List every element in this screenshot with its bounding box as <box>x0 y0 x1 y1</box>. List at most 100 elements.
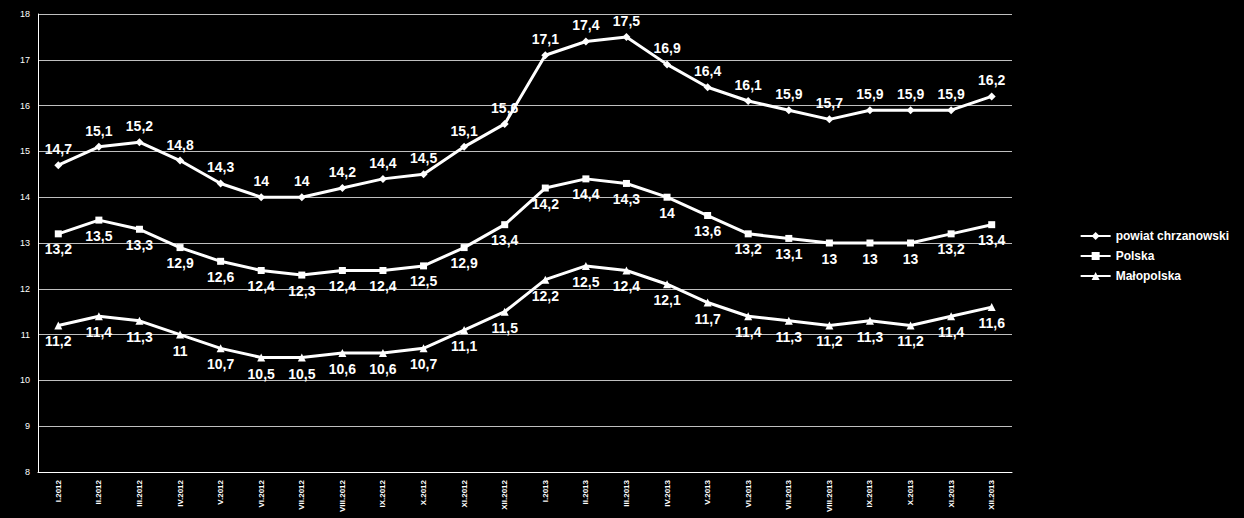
svg-text:17,4: 17,4 <box>572 17 599 33</box>
svg-text:11,6: 11,6 <box>978 315 1005 331</box>
svg-text:13: 13 <box>903 251 919 267</box>
svg-text:15,7: 15,7 <box>816 95 843 111</box>
svg-text:14,3: 14,3 <box>207 159 234 175</box>
svg-text:Małopolska: Małopolska <box>1116 269 1182 283</box>
svg-text:16,4: 16,4 <box>694 63 721 79</box>
svg-text:16,9: 16,9 <box>653 40 680 56</box>
svg-text:X.2013: X.2013 <box>906 479 915 505</box>
svg-text:13,2: 13,2 <box>938 241 965 257</box>
svg-text:10,7: 10,7 <box>207 356 234 372</box>
svg-text:14: 14 <box>253 173 269 189</box>
svg-text:17: 17 <box>20 55 30 65</box>
svg-text:17,1: 17,1 <box>532 31 559 47</box>
svg-text:15,1: 15,1 <box>451 123 478 139</box>
svg-text:13,2: 13,2 <box>735 241 762 257</box>
svg-text:13: 13 <box>862 251 878 267</box>
svg-text:10,5: 10,5 <box>288 366 315 382</box>
svg-text:12,9: 12,9 <box>451 255 478 271</box>
svg-text:IV.2012: IV.2012 <box>176 479 185 506</box>
svg-text:12,4: 12,4 <box>329 278 356 294</box>
svg-text:12: 12 <box>20 284 30 294</box>
svg-text:15,9: 15,9 <box>856 86 883 102</box>
svg-text:VIII.2012: VIII.2012 <box>338 479 347 512</box>
svg-text:11,2: 11,2 <box>45 333 72 349</box>
svg-text:IX.2013: IX.2013 <box>865 479 874 507</box>
svg-text:15,1: 15,1 <box>85 123 112 139</box>
svg-text:11,4: 11,4 <box>735 324 762 340</box>
svg-text:15: 15 <box>20 146 30 156</box>
svg-text:11: 11 <box>21 330 30 340</box>
svg-text:12,5: 12,5 <box>410 273 437 289</box>
svg-text:11,2: 11,2 <box>816 333 843 349</box>
svg-text:16: 16 <box>20 101 30 111</box>
svg-text:17,5: 17,5 <box>613 13 640 29</box>
svg-text:15,2: 15,2 <box>126 118 153 134</box>
svg-text:10,6: 10,6 <box>369 361 396 377</box>
svg-text:15,6: 15,6 <box>491 100 518 116</box>
svg-text:III.2013: III.2013 <box>622 479 631 506</box>
svg-text:I.2012: I.2012 <box>54 479 63 502</box>
svg-text:11,3: 11,3 <box>126 329 153 345</box>
svg-text:11: 11 <box>173 343 188 359</box>
svg-text:13,4: 13,4 <box>978 232 1005 248</box>
svg-text:X.2012: X.2012 <box>419 479 428 505</box>
svg-text:11,3: 11,3 <box>857 329 884 345</box>
svg-text:12,3: 12,3 <box>288 283 315 299</box>
svg-text:16,1: 16,1 <box>735 77 762 93</box>
svg-text:14: 14 <box>294 173 310 189</box>
svg-text:13: 13 <box>20 238 30 248</box>
svg-text:12,9: 12,9 <box>166 255 193 271</box>
svg-text:14,2: 14,2 <box>532 196 559 212</box>
svg-text:10,6: 10,6 <box>329 361 356 377</box>
svg-text:11,2: 11,2 <box>897 333 924 349</box>
svg-text:XI.2013: XI.2013 <box>947 479 956 507</box>
svg-text:12,1: 12,1 <box>653 292 680 308</box>
svg-text:11,1: 11,1 <box>451 338 478 354</box>
svg-text:11,4: 11,4 <box>938 324 965 340</box>
svg-text:VI.2013: VI.2013 <box>744 479 753 507</box>
svg-text:VII.2013: VII.2013 <box>784 479 793 509</box>
svg-text:V.2012: V.2012 <box>216 479 225 504</box>
svg-text:13,1: 13,1 <box>775 246 802 262</box>
svg-text:13,6: 13,6 <box>694 223 721 239</box>
svg-text:9: 9 <box>25 421 30 431</box>
svg-text:12,4: 12,4 <box>613 278 640 294</box>
svg-text:VII.2012: VII.2012 <box>297 479 306 509</box>
svg-text:14: 14 <box>659 205 675 221</box>
svg-text:14,2: 14,2 <box>329 164 356 180</box>
svg-text:18: 18 <box>20 9 30 19</box>
svg-text:VIII.2013: VIII.2013 <box>825 479 834 512</box>
svg-text:III.2012: III.2012 <box>135 479 144 506</box>
svg-text:12,5: 12,5 <box>572 274 599 290</box>
svg-text:12,4: 12,4 <box>248 278 275 294</box>
svg-text:IV.2013: IV.2013 <box>663 479 672 506</box>
svg-text:12,4: 12,4 <box>369 278 396 294</box>
svg-text:11,5: 11,5 <box>491 320 518 336</box>
svg-text:14,3: 14,3 <box>613 191 640 207</box>
svg-text:XII.2013: XII.2013 <box>987 479 996 509</box>
svg-text:12,6: 12,6 <box>207 269 234 285</box>
svg-text:13,5: 13,5 <box>85 228 112 244</box>
svg-text:XI.2012: XI.2012 <box>460 479 469 507</box>
svg-text:powiat chrzanowski: powiat chrzanowski <box>1116 229 1229 243</box>
svg-text:11,3: 11,3 <box>776 329 803 345</box>
svg-text:13,3: 13,3 <box>126 237 153 253</box>
svg-text:14,4: 14,4 <box>572 186 599 202</box>
svg-text:Polska: Polska <box>1116 249 1155 263</box>
svg-text:10: 10 <box>20 375 30 385</box>
svg-text:14,5: 14,5 <box>410 150 437 166</box>
svg-text:13,4: 13,4 <box>491 232 518 248</box>
svg-text:XII.2012: XII.2012 <box>500 479 509 509</box>
svg-text:IX.2012: IX.2012 <box>378 479 387 507</box>
svg-text:11,7: 11,7 <box>694 311 721 327</box>
svg-text:11,4: 11,4 <box>86 324 113 340</box>
svg-text:14,7: 14,7 <box>45 141 72 157</box>
svg-text:14,8: 14,8 <box>166 137 193 153</box>
svg-text:I.2013: I.2013 <box>541 479 550 502</box>
svg-text:10,7: 10,7 <box>410 356 437 372</box>
svg-text:VI.2012: VI.2012 <box>257 479 266 507</box>
svg-text:16,2: 16,2 <box>978 72 1005 88</box>
svg-text:13,2: 13,2 <box>45 241 72 257</box>
svg-text:8: 8 <box>25 467 30 477</box>
svg-text:14,4: 14,4 <box>369 155 396 171</box>
